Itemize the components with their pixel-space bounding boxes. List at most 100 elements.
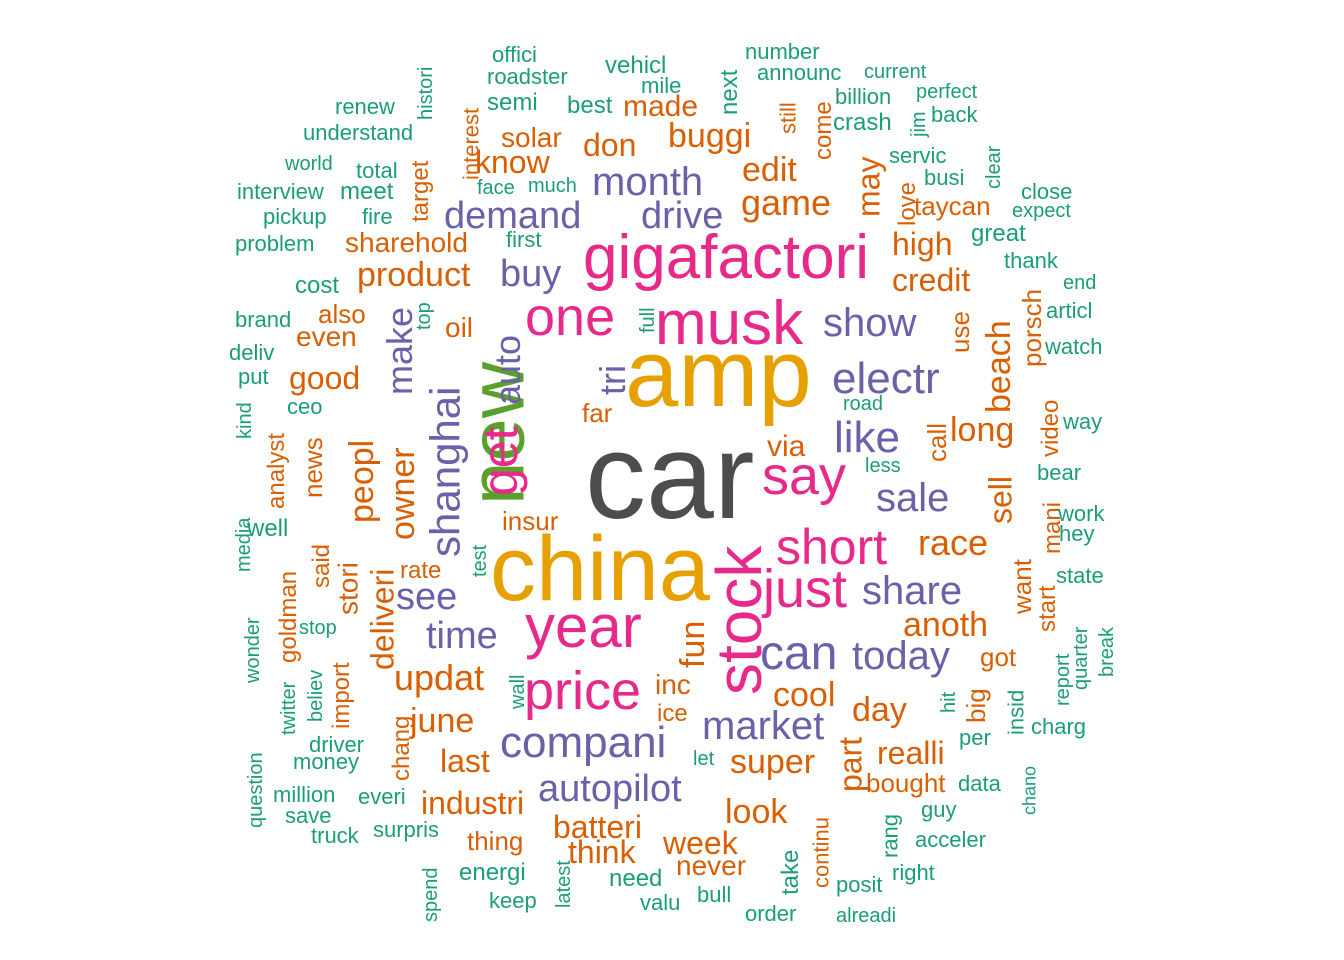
- word-deliveri: deliveri: [366, 569, 398, 670]
- word-twitter: twitter: [279, 682, 299, 735]
- word-buy: buy: [500, 255, 561, 293]
- word-ice: ice: [657, 702, 688, 726]
- word-good: good: [289, 362, 360, 394]
- word-state: state: [1056, 565, 1104, 587]
- word-bought: bought: [866, 770, 946, 796]
- word-sharehold: sharehold: [345, 229, 468, 257]
- word-year: year: [525, 597, 642, 657]
- word-charg: charg: [1031, 716, 1086, 738]
- word-chano: chano: [1021, 766, 1039, 815]
- word-face: face: [477, 178, 515, 198]
- word-road: road: [843, 394, 883, 414]
- word-solar: solar: [501, 124, 562, 152]
- word-inc: inc: [655, 671, 691, 699]
- word-break: break: [1097, 627, 1117, 677]
- word-want: want: [1009, 559, 1035, 614]
- word-may: may: [852, 157, 884, 217]
- word-driver: driver: [309, 734, 364, 756]
- word-test: test: [470, 545, 490, 577]
- word-announc: announc: [757, 62, 841, 84]
- word-offici: offici: [492, 44, 537, 66]
- word-thank: thank: [1004, 250, 1058, 272]
- word-valu: valu: [640, 892, 680, 914]
- word-one: one: [525, 290, 615, 344]
- word-product: product: [357, 258, 470, 292]
- word-clear: clear: [984, 146, 1004, 189]
- word-semi: semi: [487, 91, 538, 115]
- word-kind: kind: [235, 402, 255, 439]
- word-quarter: quarter: [1071, 627, 1091, 690]
- word-busi: busi: [924, 167, 964, 189]
- word-cool: cool: [773, 678, 835, 712]
- word-short: short: [776, 522, 887, 572]
- word-report: report: [1053, 654, 1073, 706]
- word-roadster: roadster: [487, 66, 568, 88]
- word-end: end: [1063, 273, 1096, 293]
- word-save: save: [285, 805, 331, 827]
- word-put: put: [238, 366, 269, 388]
- word-question: question: [246, 752, 266, 828]
- word-first: first: [506, 229, 541, 251]
- word-super: super: [730, 745, 815, 779]
- word-buggi: buggi: [668, 119, 751, 153]
- word-let: let: [693, 749, 714, 769]
- word-interest: interest: [460, 108, 482, 180]
- word-articl: articl: [1046, 300, 1092, 322]
- word-analyst: analyst: [265, 433, 289, 509]
- word-edit: edit: [742, 153, 797, 187]
- word-continu: continu: [810, 817, 832, 888]
- word-rate: rate: [400, 559, 441, 583]
- word-million: million: [273, 784, 335, 806]
- word-fun: fun: [676, 621, 710, 668]
- word-day: day: [852, 693, 907, 727]
- word-tri: tri: [595, 365, 631, 395]
- word-data: data: [958, 773, 1001, 795]
- word-per: per: [959, 727, 991, 749]
- word-understand: understand: [303, 122, 413, 144]
- word-long: long: [950, 413, 1014, 447]
- word-part: part: [834, 737, 866, 792]
- word-musk: musk: [655, 293, 803, 355]
- word-posit: posit: [836, 874, 882, 896]
- word-insur: insur: [502, 508, 558, 534]
- word-stori: stori: [335, 562, 363, 615]
- word-stop: stop: [299, 618, 337, 638]
- word-problem: problem: [235, 233, 314, 255]
- word-rang: rang: [879, 814, 901, 858]
- word-energi: energi: [459, 861, 526, 885]
- word-look: look: [725, 795, 787, 829]
- word-auto: auto: [490, 335, 526, 405]
- word-love: love: [896, 182, 920, 226]
- word-alreadi: alreadi: [836, 906, 896, 926]
- word-way: way: [1063, 411, 1102, 433]
- word-interview: interview: [237, 181, 324, 203]
- word-taycan: taycan: [914, 193, 991, 219]
- word-insid: insid: [1005, 690, 1027, 735]
- word-credit: credit: [892, 264, 970, 296]
- word-expect: expect: [1012, 201, 1071, 221]
- word-spend: spend: [421, 868, 441, 923]
- word-bull: bull: [697, 884, 731, 906]
- word-wall: wall: [508, 675, 528, 709]
- word-get: get: [475, 426, 525, 496]
- word-current: current: [864, 62, 926, 82]
- word-target: target: [409, 161, 433, 222]
- word-far: far: [582, 400, 612, 426]
- word-pickup: pickup: [263, 206, 327, 228]
- word-much: much: [528, 176, 577, 196]
- word-hit: hit: [939, 692, 959, 713]
- word-via: via: [767, 432, 805, 462]
- word-sale: sale: [876, 478, 949, 518]
- word-ceo: ceo: [287, 396, 322, 418]
- word-truck: truck: [311, 825, 359, 847]
- word-wonder: wonder: [243, 617, 263, 683]
- word-deliv: deliv: [229, 342, 274, 364]
- word-drive: drive: [641, 197, 723, 235]
- word-think: think: [568, 836, 636, 868]
- word-brand: brand: [235, 309, 291, 331]
- word-video: video: [1039, 400, 1063, 457]
- word-renew: renew: [335, 96, 395, 118]
- word-right: right: [892, 862, 935, 884]
- word-back: back: [931, 104, 977, 126]
- word-believ: believ: [306, 670, 326, 722]
